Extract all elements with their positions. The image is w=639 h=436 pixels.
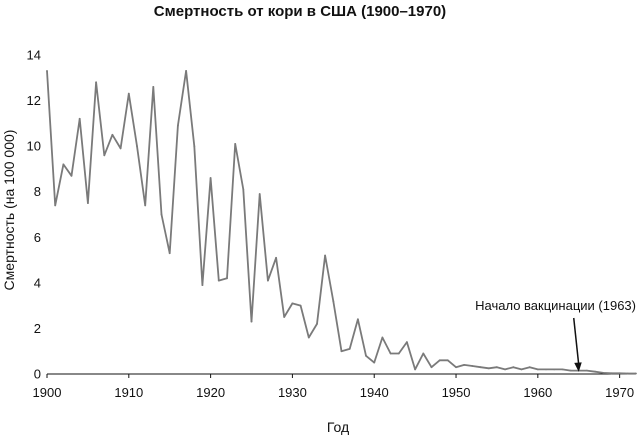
data-point [471, 365, 474, 367]
y-tick-label: 10 [27, 139, 41, 154]
data-point [626, 372, 629, 375]
x-tick-label: 1940 [360, 385, 389, 400]
data-point [46, 70, 48, 72]
data-point [54, 204, 57, 207]
data-point [430, 366, 433, 369]
data-point [127, 92, 130, 95]
data-point [438, 359, 441, 362]
data-point [152, 86, 155, 88]
data-point [455, 366, 457, 369]
data-point [283, 316, 286, 318]
data-point [348, 348, 351, 350]
data-point [610, 372, 613, 375]
data-point [414, 368, 416, 371]
data-point [618, 372, 621, 375]
y-axis-label: Смертность (на 100 000) [1, 130, 17, 291]
data-point [397, 352, 400, 355]
data-point [586, 369, 588, 372]
data-point [496, 366, 498, 369]
data-point [479, 366, 482, 369]
data-points [46, 70, 637, 375]
x-tick-label: 1920 [196, 385, 225, 400]
data-point [87, 202, 89, 205]
data-point [504, 368, 506, 371]
data-point [299, 304, 302, 307]
data-point [201, 284, 204, 286]
x-tick-label: 1950 [442, 385, 471, 400]
data-point [340, 350, 343, 353]
x-tick-label: 1930 [278, 385, 307, 400]
y-tick-label: 0 [34, 367, 41, 382]
data-point [553, 368, 556, 371]
data-point [136, 145, 138, 148]
y-tick-label: 6 [34, 230, 41, 245]
data-point [144, 204, 147, 207]
data-point [78, 117, 81, 120]
data-point [70, 174, 73, 177]
data-point [95, 81, 97, 84]
data-point [463, 364, 466, 366]
data-point [365, 354, 367, 357]
data-point [357, 318, 359, 321]
y-axis-ticks: 0 2 4 6 8 10 12 14 [27, 48, 41, 382]
y-tick-label: 12 [27, 93, 41, 108]
y-tick-label: 14 [27, 48, 41, 63]
data-point [217, 279, 220, 282]
x-tick-label: 1970 [605, 385, 634, 400]
data-point [177, 124, 179, 127]
data-point [258, 193, 261, 195]
y-tick-label: 4 [34, 275, 41, 290]
data-point [561, 368, 564, 371]
data-point [160, 213, 163, 216]
data-point [168, 252, 171, 255]
data-point [594, 370, 596, 373]
data-point [324, 254, 326, 257]
data-point [185, 70, 188, 72]
y-tick-label: 8 [34, 184, 41, 199]
data-point [307, 336, 310, 339]
data-point [635, 372, 637, 375]
data-point [381, 336, 384, 339]
data-point [193, 145, 196, 148]
vaccination-arrow [572, 317, 580, 365]
chart-title: Смертность от кори в США (1900–1970) [154, 3, 446, 20]
data-point [267, 279, 269, 282]
x-tick-label: 1910 [114, 385, 143, 400]
arrow-head-icon [574, 362, 582, 372]
data-point [487, 367, 490, 370]
data-point [119, 147, 122, 150]
data-point [291, 302, 294, 305]
x-tick-label: 1900 [33, 385, 62, 400]
data-point [332, 300, 335, 302]
data-point [242, 188, 245, 191]
data-point [446, 359, 449, 362]
y-tick-label: 2 [34, 321, 41, 336]
series-line [46, 70, 636, 375]
data-point [536, 368, 539, 371]
data-point [512, 366, 515, 369]
data-point [316, 323, 318, 325]
data-point [545, 368, 547, 371]
data-point [373, 361, 376, 364]
data-point [422, 352, 425, 355]
data-point [209, 177, 212, 179]
data-point [602, 372, 605, 374]
data-point [569, 369, 572, 372]
data-point [62, 163, 65, 166]
data-point [226, 277, 228, 280]
data-point [250, 320, 253, 323]
data-point [520, 368, 523, 371]
data-point [528, 366, 531, 369]
data-point [389, 352, 392, 355]
data-point [111, 133, 114, 136]
data-point [275, 256, 277, 259]
x-tick-label: 1960 [523, 385, 552, 400]
data-point [234, 143, 237, 145]
data-point [103, 154, 106, 157]
x-axis-label: Год [327, 419, 349, 435]
data-point [406, 341, 408, 343]
x-axis-ticks: 1900 1910 1920 1930 1940 1950 1960 1970 [33, 374, 634, 400]
vaccination-annotation: Начало вакцинации (1963) [475, 298, 636, 313]
